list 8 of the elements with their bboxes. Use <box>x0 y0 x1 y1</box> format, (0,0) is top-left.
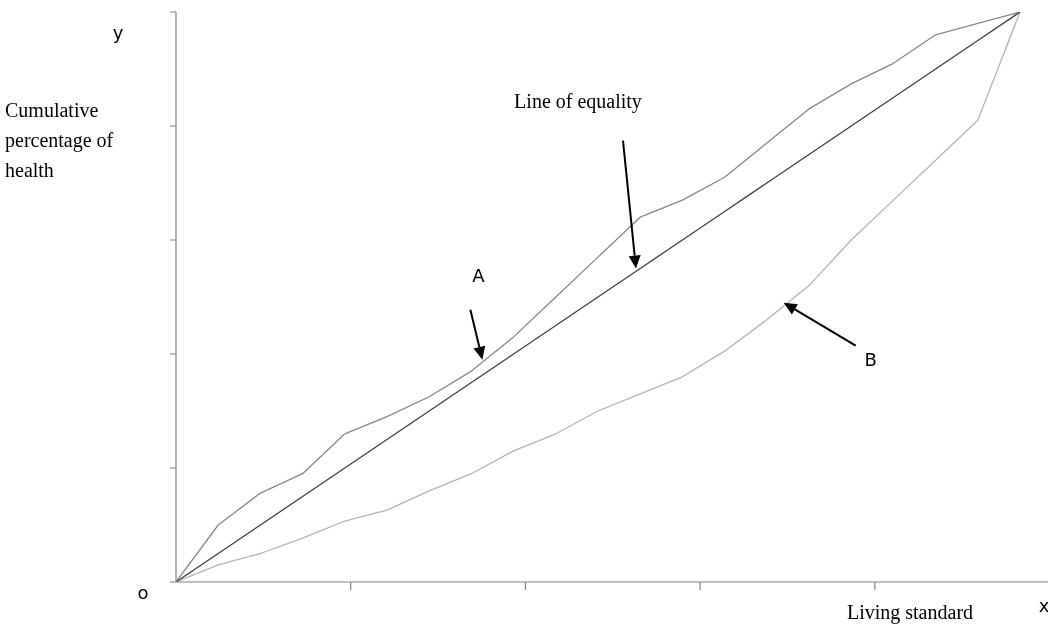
text: o <box>137 581 149 603</box>
text: y <box>112 21 124 43</box>
annotation: Line of equality <box>514 89 642 112</box>
annotation: B <box>864 348 877 370</box>
y-axis-title: Cumulative percentage of health <box>5 98 115 183</box>
x-axis-title: Living standard <box>846 600 974 624</box>
text: x <box>1038 594 1048 616</box>
annotation: A <box>472 264 485 286</box>
